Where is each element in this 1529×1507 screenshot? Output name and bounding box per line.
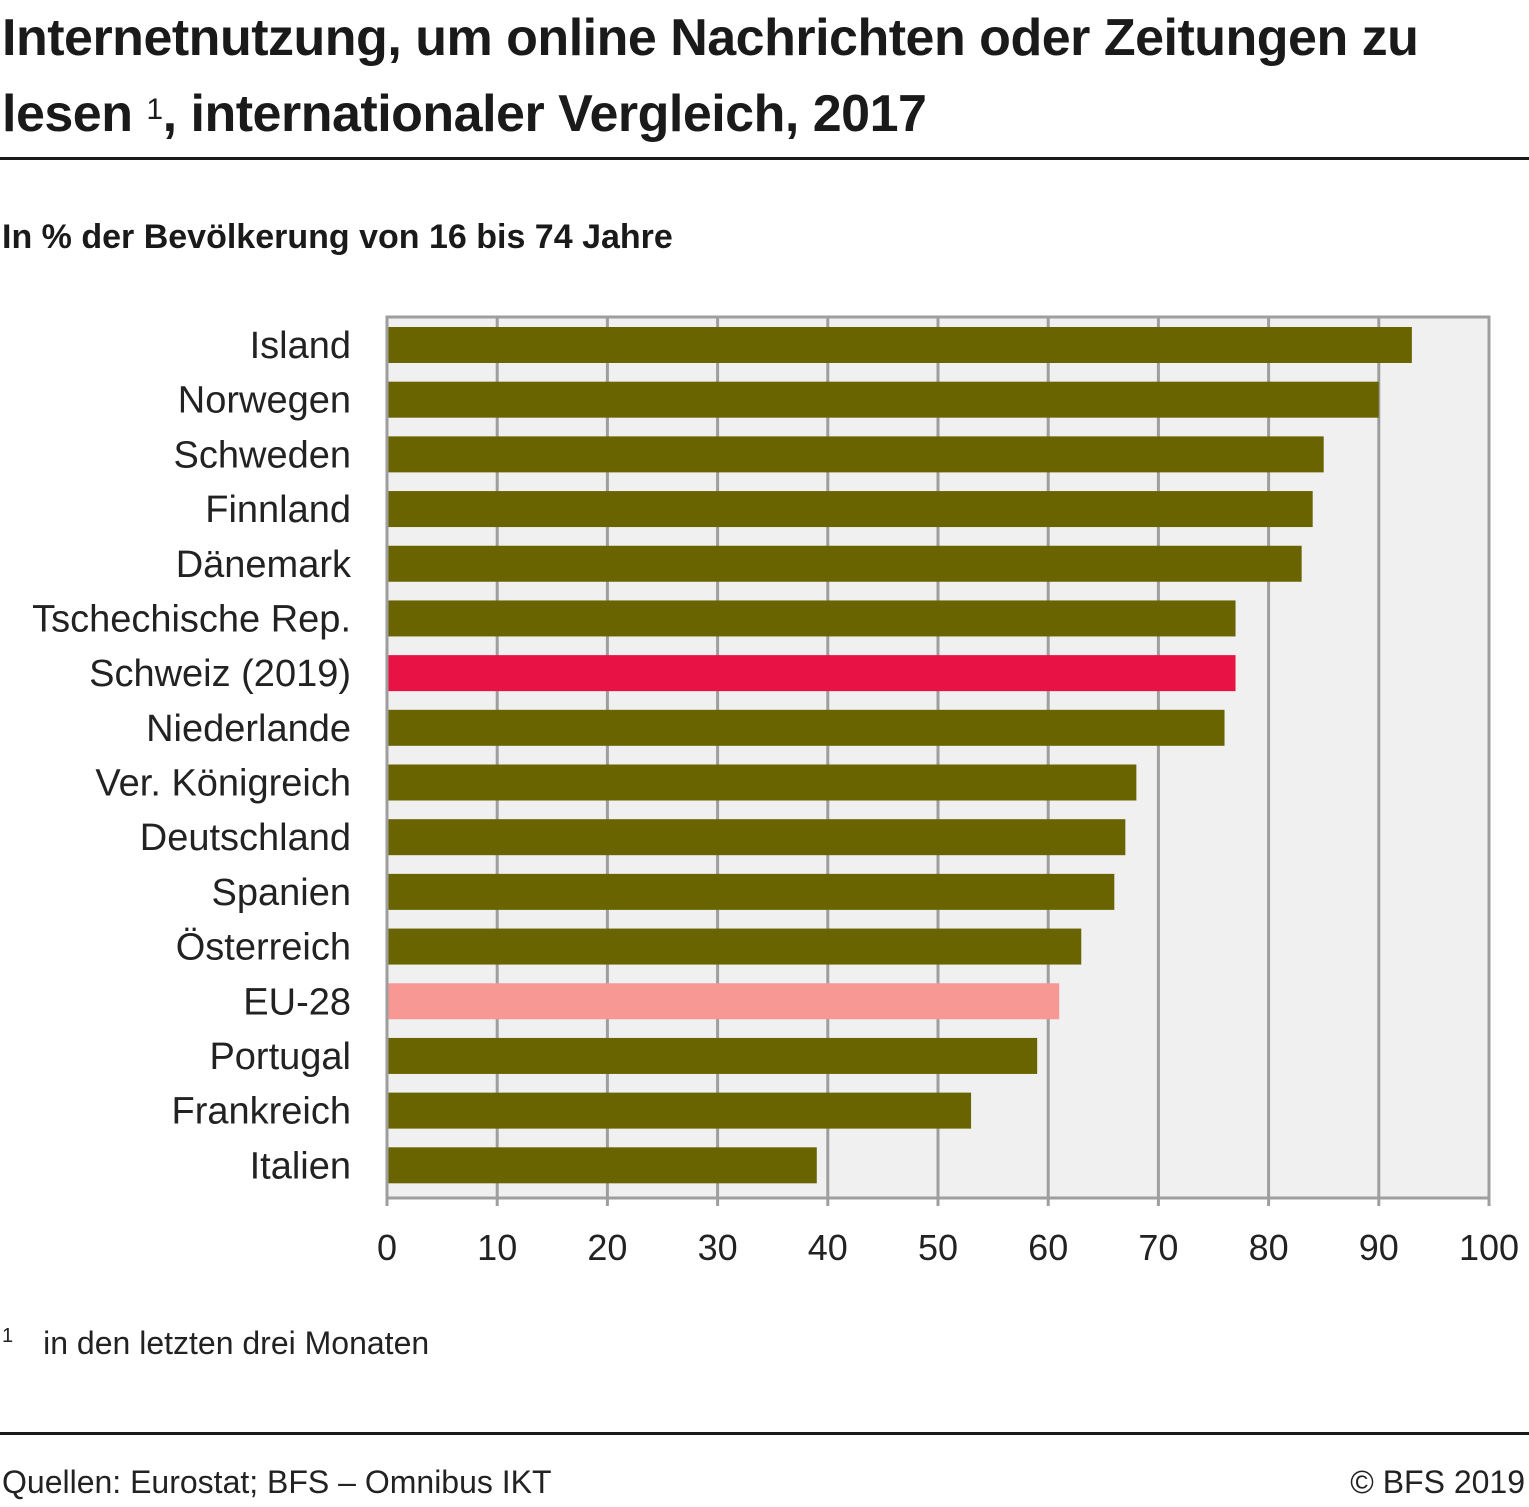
category-label: Island <box>250 325 351 367</box>
bars <box>387 327 1412 1184</box>
chart-subtitle: In % der Bevölkerung von 16 bis 74 Jahre <box>2 218 673 256</box>
bar-ver-königreich <box>387 764 1137 801</box>
bar-island <box>387 327 1412 363</box>
footnote-text: in den letzten drei Monaten <box>43 1325 430 1361</box>
category-label: Deutschland <box>140 817 351 859</box>
category-label: Frankreich <box>172 1091 352 1133</box>
category-label: EU-28 <box>243 981 351 1023</box>
x-tick-label: 40 <box>808 1227 848 1268</box>
x-tick-label: 10 <box>477 1227 517 1268</box>
category-label: Niederlande <box>146 708 351 750</box>
bar-niederlande <box>387 709 1225 746</box>
category-label: Österreich <box>176 927 351 969</box>
title-divider <box>0 157 1529 160</box>
bar-schweden <box>387 436 1324 473</box>
bar-portugal <box>387 1037 1038 1074</box>
source-note: Quellen: Eurostat; BFS – Omnibus IKT <box>2 1464 552 1500</box>
footnote: 1 in den letzten drei Monaten <box>2 1325 429 1362</box>
category-label: Finnland <box>205 489 351 531</box>
category-label: Italien <box>250 1145 351 1187</box>
title-text-2: , internationaler Vergleich, 2017 <box>162 85 927 143</box>
bar-spanien <box>387 873 1115 910</box>
title-text-1: Internetnutzung, um online Nachrichten o… <box>2 9 1419 143</box>
x-tick-label: 50 <box>918 1227 958 1268</box>
x-tick-label: 80 <box>1249 1227 1289 1268</box>
bar-frankreich <box>387 1092 972 1129</box>
footnote-mark: 1 <box>2 1325 14 1347</box>
bar-italien <box>387 1147 817 1184</box>
category-label: Norwegen <box>178 380 351 422</box>
category-label: Portugal <box>209 1036 351 1078</box>
bar-eu-28 <box>387 983 1060 1020</box>
category-label: Tschechische Rep. <box>32 598 351 640</box>
category-label: Schweden <box>174 434 351 476</box>
title-footnote-mark: 1 <box>146 93 163 126</box>
bar-österreich <box>387 928 1082 965</box>
category-label: Dänemark <box>176 544 352 586</box>
footer-divider <box>0 1432 1529 1435</box>
x-tick-label: 60 <box>1028 1227 1068 1268</box>
category-labels: Island Norwegen Schweden Finnland Dänemark Ts… <box>32 325 352 1187</box>
chart-title: Internetnutzung, um online Nachrichten o… <box>2 0 1527 152</box>
category-label: Schweiz (2019) <box>89 653 351 695</box>
bar-schweiz-2019 <box>387 655 1236 692</box>
x-tick-label: 0 <box>377 1227 397 1268</box>
bar-dänemark <box>387 545 1302 582</box>
x-tick-label: 100 <box>1459 1227 1519 1268</box>
x-tick-labels: 0 10 20 30 40 50 60 70 80 90 100 <box>377 1227 1519 1268</box>
x-tick-label: 30 <box>698 1227 738 1268</box>
copyright-note: © BFS 2019 <box>1350 1464 1525 1500</box>
bar-chart: Island Norwegen Schweden Finnland Dänemark Ts… <box>32 315 1519 1268</box>
bar-norwegen <box>387 381 1379 418</box>
x-tick-label: 70 <box>1138 1227 1178 1268</box>
plot-frame <box>385 315 1491 1200</box>
x-tick-label: 90 <box>1359 1227 1399 1268</box>
category-label: Ver. Königreich <box>95 763 351 805</box>
bar-deutschland <box>387 819 1126 856</box>
x-tick-label: 20 <box>587 1227 627 1268</box>
bar-finnland <box>387 491 1313 528</box>
category-label: Spanien <box>212 872 351 914</box>
bar-tschechische-rep <box>387 600 1236 637</box>
